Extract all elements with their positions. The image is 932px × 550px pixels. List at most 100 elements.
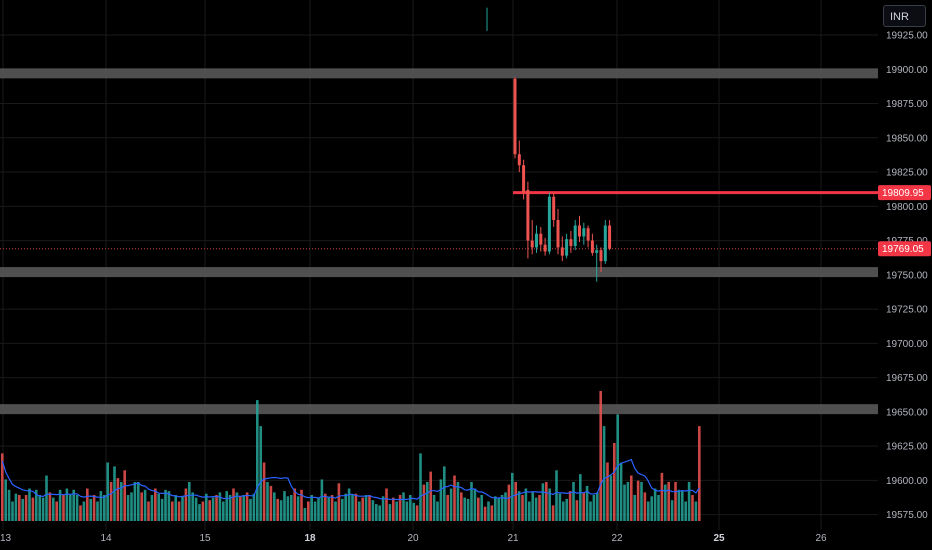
volume-bar [470, 482, 473, 521]
time-tick-label: 20 [407, 533, 419, 544]
volume-bar [409, 495, 412, 521]
volume-bar [381, 496, 385, 521]
price-tick-label: 19725.00 [886, 305, 928, 316]
volume-bar [65, 488, 69, 521]
volume-bar [92, 495, 96, 521]
volume-bar [225, 491, 228, 521]
volume-bar [89, 498, 92, 521]
time-axis: 13 14 15 18 20 21 22 25 26 [0, 533, 827, 544]
volume-bar [266, 482, 269, 521]
volume-bar [582, 492, 585, 521]
volume-bar [35, 489, 38, 521]
candle-body [526, 189, 530, 241]
candles [513, 77, 612, 282]
volume-bar [514, 482, 517, 521]
volume-bar [694, 501, 698, 521]
volume-bar [171, 501, 174, 521]
volume-bar [344, 493, 347, 521]
volume-bar [103, 495, 106, 521]
volume-bar [616, 414, 619, 521]
currency-button[interactable]: INR [883, 5, 926, 27]
volume-bar [300, 489, 303, 521]
volume-bar [164, 489, 167, 521]
volume-bar [524, 488, 528, 521]
volume-bar [211, 497, 215, 521]
volume-bar [538, 495, 541, 521]
volume-bar [157, 493, 160, 521]
volume-bar [279, 500, 283, 521]
candle-body [543, 244, 547, 252]
volume-bar [41, 497, 45, 521]
volume-bar [667, 482, 670, 521]
volume-bar [528, 501, 531, 521]
volume-bar [133, 482, 137, 521]
volume-bar [429, 471, 432, 521]
volume-bar [368, 495, 371, 521]
volume-bar [259, 426, 262, 521]
volume-bar [4, 479, 7, 521]
volume-bar [239, 496, 242, 521]
candle-body [569, 239, 573, 247]
candle-body [547, 196, 551, 252]
volume-bar [623, 484, 626, 521]
price-tick-label: 19625.00 [886, 442, 928, 453]
volume-bar [592, 495, 596, 521]
price-tick-label: 19850.00 [886, 133, 928, 144]
volume-bar [228, 495, 232, 521]
candle-body [530, 240, 534, 248]
volume-bar [585, 485, 589, 521]
volume-bar [545, 482, 548, 521]
price-tick-label: 19675.00 [886, 373, 928, 384]
volume-bar [449, 488, 453, 521]
volume-bar [388, 504, 392, 521]
volume-bar [494, 496, 497, 521]
volume-bar [443, 466, 446, 521]
volume-bar [232, 488, 235, 521]
time-tick-label: 25 [713, 533, 725, 544]
volume-bar [126, 495, 130, 521]
volume-bar [120, 482, 123, 521]
volume-bar [619, 462, 623, 521]
volume-bar [62, 495, 65, 521]
volume-bar [222, 501, 225, 521]
volume-bar [358, 501, 361, 521]
volume-bar [72, 489, 75, 521]
volume-bar [562, 501, 565, 521]
horizontal-zone [0, 404, 878, 415]
time-tick-label: 18 [304, 533, 316, 544]
candle-body [586, 228, 590, 241]
time-tick-label: 26 [815, 533, 827, 544]
volume-bar [130, 492, 133, 521]
volume-bar [52, 497, 55, 521]
volume-bar [630, 475, 633, 521]
volume-bar [385, 488, 388, 521]
time-tick-label: 13 [0, 533, 12, 544]
volume-bar [674, 482, 677, 521]
time-tick-label: 14 [100, 533, 112, 544]
volume-bar [296, 496, 300, 521]
candle-body [595, 250, 599, 253]
volume-bar [477, 497, 480, 521]
volume-bar [191, 492, 194, 521]
price-tick-label: 19800.00 [886, 202, 928, 213]
volume-bar [691, 495, 694, 521]
volume-bar [320, 479, 324, 521]
resistance-price-badge: 19809.95 [882, 188, 924, 199]
volume-bar [252, 493, 256, 521]
candle-body [535, 233, 538, 248]
volume-bar [415, 505, 419, 521]
volume-bar [208, 500, 211, 521]
volume-bar [531, 492, 534, 521]
candle-body [582, 228, 586, 237]
candle-body [578, 225, 581, 237]
volume-bar [58, 489, 62, 521]
volume-bar [647, 501, 650, 521]
volume-bar [548, 488, 551, 521]
horizontal-zone [0, 267, 878, 278]
volume-bar [463, 497, 466, 521]
volume-bar [99, 491, 103, 521]
volume-bar [375, 504, 378, 521]
price-tick-label: 19750.00 [886, 270, 928, 281]
volume-bar [640, 482, 643, 521]
